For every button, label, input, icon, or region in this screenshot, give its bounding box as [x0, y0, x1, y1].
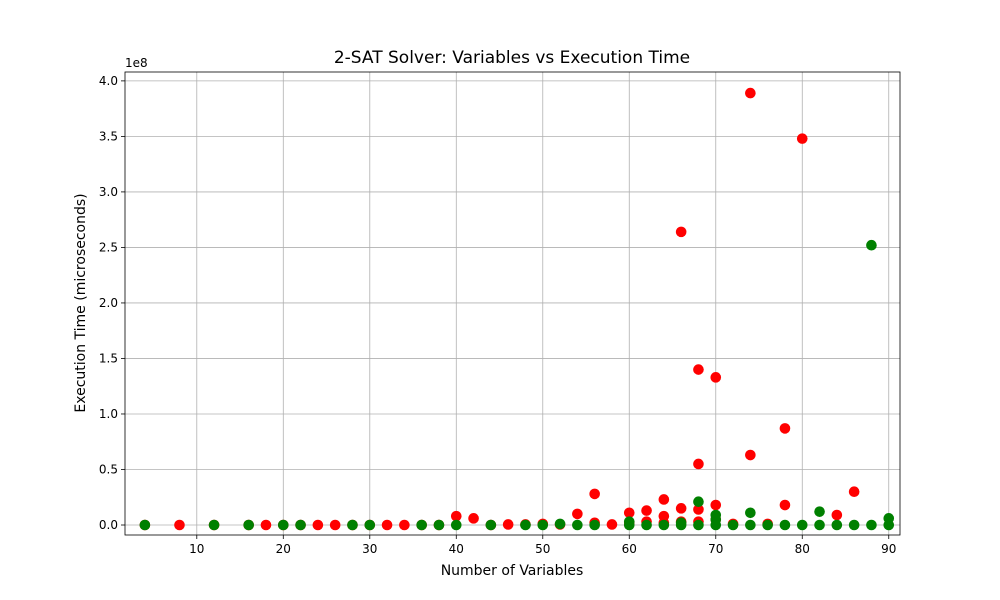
data-point: [295, 519, 306, 531]
data-point: [866, 239, 877, 251]
y-tick-label: 0.5: [99, 462, 118, 476]
x-tick-label: 10: [189, 542, 204, 556]
data-point: [866, 519, 877, 531]
data-point: [693, 458, 704, 470]
data-point: [762, 519, 773, 531]
grid: [125, 72, 900, 535]
data-point: [433, 519, 445, 531]
data-point: [364, 519, 376, 531]
data-point: [710, 372, 722, 383]
x-tick-label: 20: [276, 542, 291, 556]
data-point: [848, 519, 860, 531]
y-tick-label: 0.0: [99, 518, 118, 532]
data-point: [641, 519, 652, 531]
data-point: [848, 486, 860, 497]
data-point: [658, 494, 670, 505]
chart-title: 2-SAT Solver: Variables vs Execution Tim…: [334, 48, 690, 68]
data-point: [831, 519, 843, 531]
data-point: [745, 519, 756, 531]
data-point: [381, 519, 393, 531]
data-point: [623, 516, 635, 527]
data-point: [675, 503, 687, 514]
y-tick-label: 4.0: [99, 74, 118, 88]
data-point: [814, 506, 825, 517]
data-point: [658, 519, 670, 531]
data-point: [796, 519, 808, 531]
plot-frame: [124, 71, 901, 536]
x-axis-ticks: 10 20 30 40 50 60 70 80 90: [189, 535, 896, 556]
data-points: [139, 87, 895, 531]
x-tick-label: 80: [795, 542, 810, 556]
data-point: [831, 509, 843, 521]
data-point: [450, 519, 462, 531]
data-point: [796, 133, 808, 144]
data-point: [745, 507, 756, 519]
data-point: [675, 517, 687, 529]
data-point: [623, 507, 635, 519]
data-point: [208, 519, 220, 531]
data-point: [693, 504, 704, 515]
data-point: [641, 505, 652, 516]
data-point: [520, 519, 531, 531]
y-tick-label: 1.5: [99, 351, 118, 365]
y-axis-ticks: 0.0 0.5 1.0 1.5 2.0 2.5 3.0 3.5 4.0: [99, 74, 125, 532]
data-point: [693, 519, 704, 531]
x-tick-label: 90: [881, 542, 896, 556]
data-point: [779, 499, 791, 511]
data-point: [693, 496, 704, 507]
data-point: [139, 519, 151, 531]
data-point: [727, 519, 739, 531]
data-point: [174, 519, 185, 531]
y-tick-label: 3.5: [99, 129, 118, 143]
data-point: [572, 508, 583, 520]
data-point: [468, 513, 479, 524]
x-tick-label: 60: [622, 542, 637, 556]
data-point: [312, 519, 324, 531]
data-point: [572, 519, 583, 531]
data-point: [260, 519, 272, 531]
data-point: [502, 519, 514, 530]
x-tick-label: 30: [362, 542, 377, 556]
data-point: [243, 519, 254, 531]
x-tick-label: 40: [449, 542, 464, 556]
data-point: [693, 364, 704, 375]
y-tick-label: 2.5: [99, 240, 118, 254]
x-axis-label: Number of Variables: [441, 563, 584, 579]
data-point: [554, 518, 566, 530]
data-point: [710, 499, 722, 511]
y-tick-label: 2.0: [99, 296, 118, 310]
data-point: [745, 449, 756, 461]
data-point: [485, 519, 497, 531]
data-point: [779, 423, 791, 434]
data-point: [399, 519, 410, 531]
data-point: [329, 519, 341, 531]
data-point: [710, 509, 722, 521]
data-point: [347, 519, 358, 531]
data-point: [814, 519, 825, 531]
y-tick-label: 3.0: [99, 185, 118, 199]
x-tick-label: 50: [535, 542, 550, 556]
data-point: [745, 87, 756, 99]
y-tick-label: 1.0: [99, 407, 118, 421]
data-point: [589, 488, 600, 500]
data-point: [779, 519, 791, 531]
data-point: [450, 510, 462, 522]
y-axis-label: Execution Time (microseconds): [73, 193, 89, 412]
data-point: [277, 519, 289, 531]
data-point: [589, 519, 600, 531]
data-point: [537, 519, 549, 531]
data-point: [883, 513, 895, 524]
data-point: [416, 519, 427, 531]
data-point: [675, 226, 687, 238]
y-offset-label: 1e8: [125, 56, 148, 70]
x-tick-label: 70: [708, 542, 723, 556]
data-point: [606, 519, 618, 530]
